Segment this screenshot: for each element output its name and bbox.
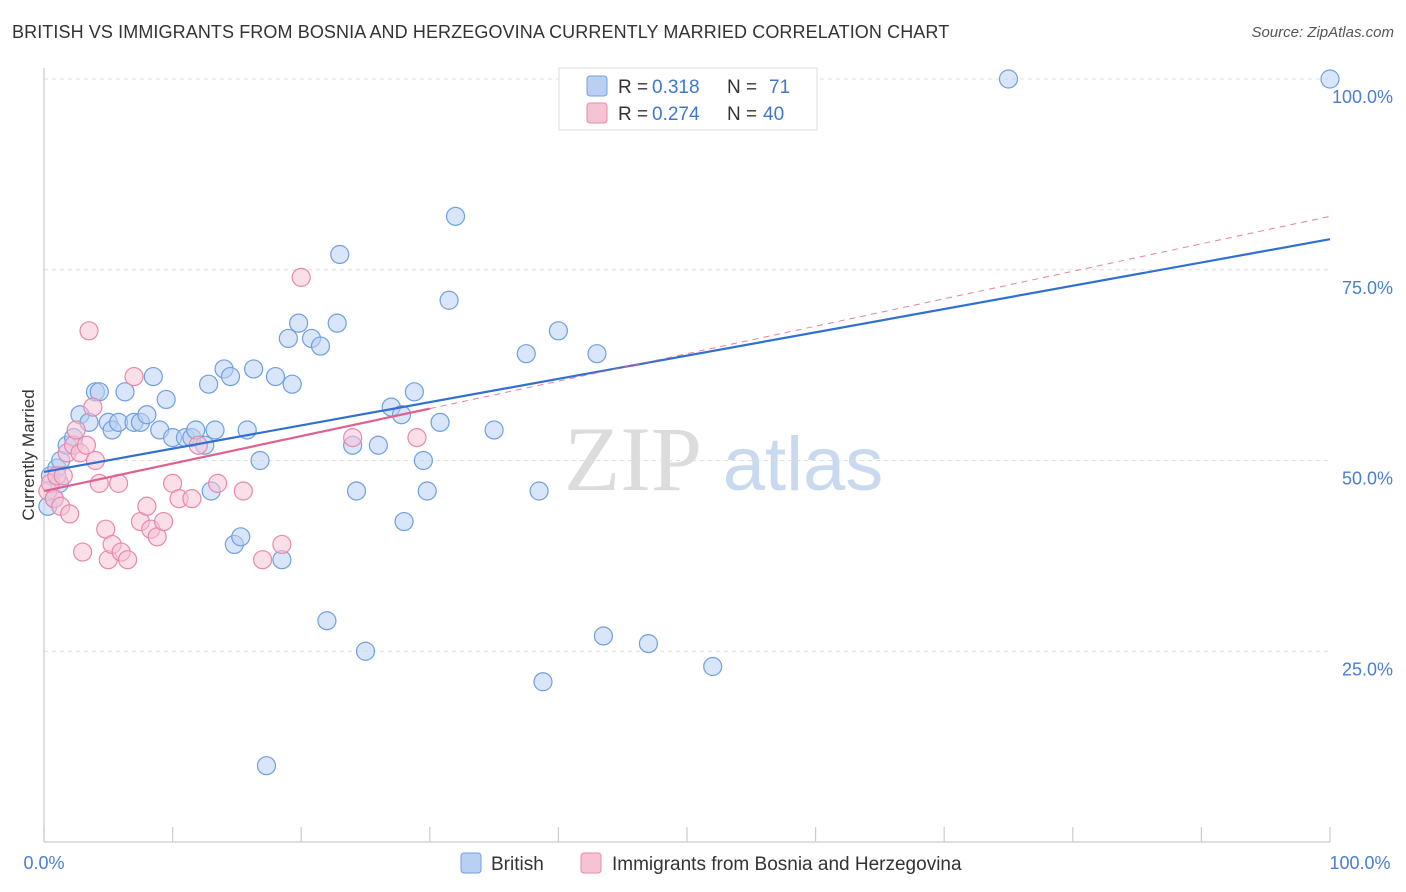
british-point-65 — [548, 321, 569, 341]
bosnia-point-14 — [83, 397, 103, 417]
x-tick-label-end: 100.0% — [1329, 853, 1390, 873]
british-point-31 — [220, 366, 241, 387]
legend-r-value-bosnia: 0.274 — [652, 104, 700, 125]
stats-legend: R = 0.318 N = 71 R = 0.274 N = 40 — [558, 67, 818, 131]
british-point-29 — [205, 420, 225, 440]
british-point-21 — [156, 389, 176, 410]
y-tick-labels: 25.0% 50.0% 75.0% 100.0% — [1332, 87, 1393, 679]
british-point-71 — [1320, 69, 1340, 89]
y-tick-label-100: 100.0% — [1332, 87, 1393, 107]
bosnia-point-13 — [79, 321, 99, 341]
legend-swatch-british — [586, 75, 608, 97]
british-point-61 — [484, 420, 504, 440]
british-point-41 — [282, 374, 302, 394]
grid-lines — [44, 78, 1330, 652]
british-point-55 — [404, 382, 424, 402]
bosnia-point-33 — [208, 473, 228, 493]
legend-r-label-british: R = — [618, 77, 648, 98]
british-point-64 — [533, 672, 553, 692]
bosnia-point-9 — [66, 420, 86, 440]
source-label: Source: ZipAtlas.com — [1251, 24, 1394, 41]
british-point-33 — [231, 527, 251, 547]
british-point-57 — [417, 481, 437, 501]
british-point-27 — [199, 374, 219, 394]
british-point-37 — [256, 756, 277, 776]
british-point-49 — [346, 481, 367, 501]
legend-r-value-british: 0.318 — [652, 77, 700, 98]
british-point-66 — [587, 344, 607, 364]
british-point-46 — [327, 313, 347, 333]
bottom-legend-swatch-bosnia — [580, 852, 602, 874]
british-point-36 — [250, 450, 270, 471]
y-tick-label-75: 75.0% — [1342, 278, 1393, 298]
bosnia-point-39 — [407, 428, 427, 448]
legend-swatch-bosnia — [586, 102, 608, 124]
british-point-44 — [310, 336, 331, 356]
x-ticks — [43, 827, 1331, 842]
british-point-51 — [368, 435, 388, 455]
y-tick-label-50: 50.0% — [1342, 469, 1393, 489]
british-point-15 — [115, 382, 135, 402]
british-point-35 — [244, 359, 264, 379]
british-point-54 — [394, 511, 414, 532]
british-point-59 — [439, 290, 459, 310]
bosnia-point-36 — [272, 534, 292, 555]
british-point-68 — [638, 634, 659, 654]
bosnia-point-31 — [182, 489, 202, 509]
legend-n-value-bosnia: 40 — [763, 104, 784, 125]
bosnia-points — [38, 267, 427, 570]
bottom-legend-label-british: British — [491, 854, 544, 875]
british-point-70 — [998, 69, 1019, 89]
bosnia-point-5 — [53, 466, 73, 486]
chart-title: BRITISH VS IMMIGRANTS FROM BOSNIA AND HE… — [12, 22, 950, 42]
legend-n-label-british: N = — [727, 77, 757, 98]
legend-r-label-bosnia: R = — [618, 104, 648, 125]
british-point-18 — [137, 405, 157, 425]
watermark-atlas: atlas — [723, 422, 884, 507]
british-point-38 — [265, 366, 286, 387]
british-point-47 — [330, 244, 350, 265]
bosnia-trend-line — [43, 407, 431, 493]
bosnia-trend-extension — [429, 215, 1331, 410]
bottom-legend-label-bosnia: Immigrants from Bosnia and Herzegovina — [612, 854, 962, 875]
british-point-19 — [143, 366, 163, 387]
bosnia-point-11 — [72, 542, 93, 562]
british-point-58 — [430, 412, 450, 432]
british-point-50 — [355, 641, 376, 661]
series-legend: British Immigrants from Bosnia and Herze… — [460, 852, 962, 875]
british-trend-line — [43, 238, 1331, 474]
british-point-56 — [413, 450, 433, 471]
british-point-60 — [445, 206, 466, 226]
bottom-legend-swatch-british — [460, 852, 482, 874]
bosnia-point-35 — [253, 550, 273, 570]
bosnia-point-25 — [137, 496, 157, 516]
legend-n-label-bosnia: N = — [727, 104, 757, 125]
y-axis-label: Currently Married — [19, 389, 38, 520]
x-tick-label-start: 0.0% — [23, 853, 64, 873]
british-point-42 — [289, 313, 309, 333]
legend-n-value-british: 71 — [769, 77, 790, 98]
bosnia-point-23 — [124, 366, 144, 387]
british-point-63 — [529, 481, 549, 501]
british-point-69 — [703, 656, 723, 677]
bosnia-point-34 — [233, 481, 253, 501]
british-point-40 — [278, 328, 298, 349]
bosnia-point-7 — [60, 504, 80, 524]
bosnia-point-12 — [76, 435, 97, 455]
british-point-45 — [317, 611, 337, 631]
bosnia-point-37 — [291, 267, 311, 287]
bosnia-point-22 — [117, 550, 138, 570]
british-point-67 — [593, 626, 614, 646]
trend-lines — [43, 215, 1331, 493]
y-tick-label-25: 25.0% — [1342, 659, 1393, 679]
british-point-62 — [516, 344, 536, 364]
watermark-zip: ZIP — [564, 408, 702, 510]
bosnia-point-38 — [343, 428, 363, 448]
bosnia-point-28 — [153, 511, 174, 532]
